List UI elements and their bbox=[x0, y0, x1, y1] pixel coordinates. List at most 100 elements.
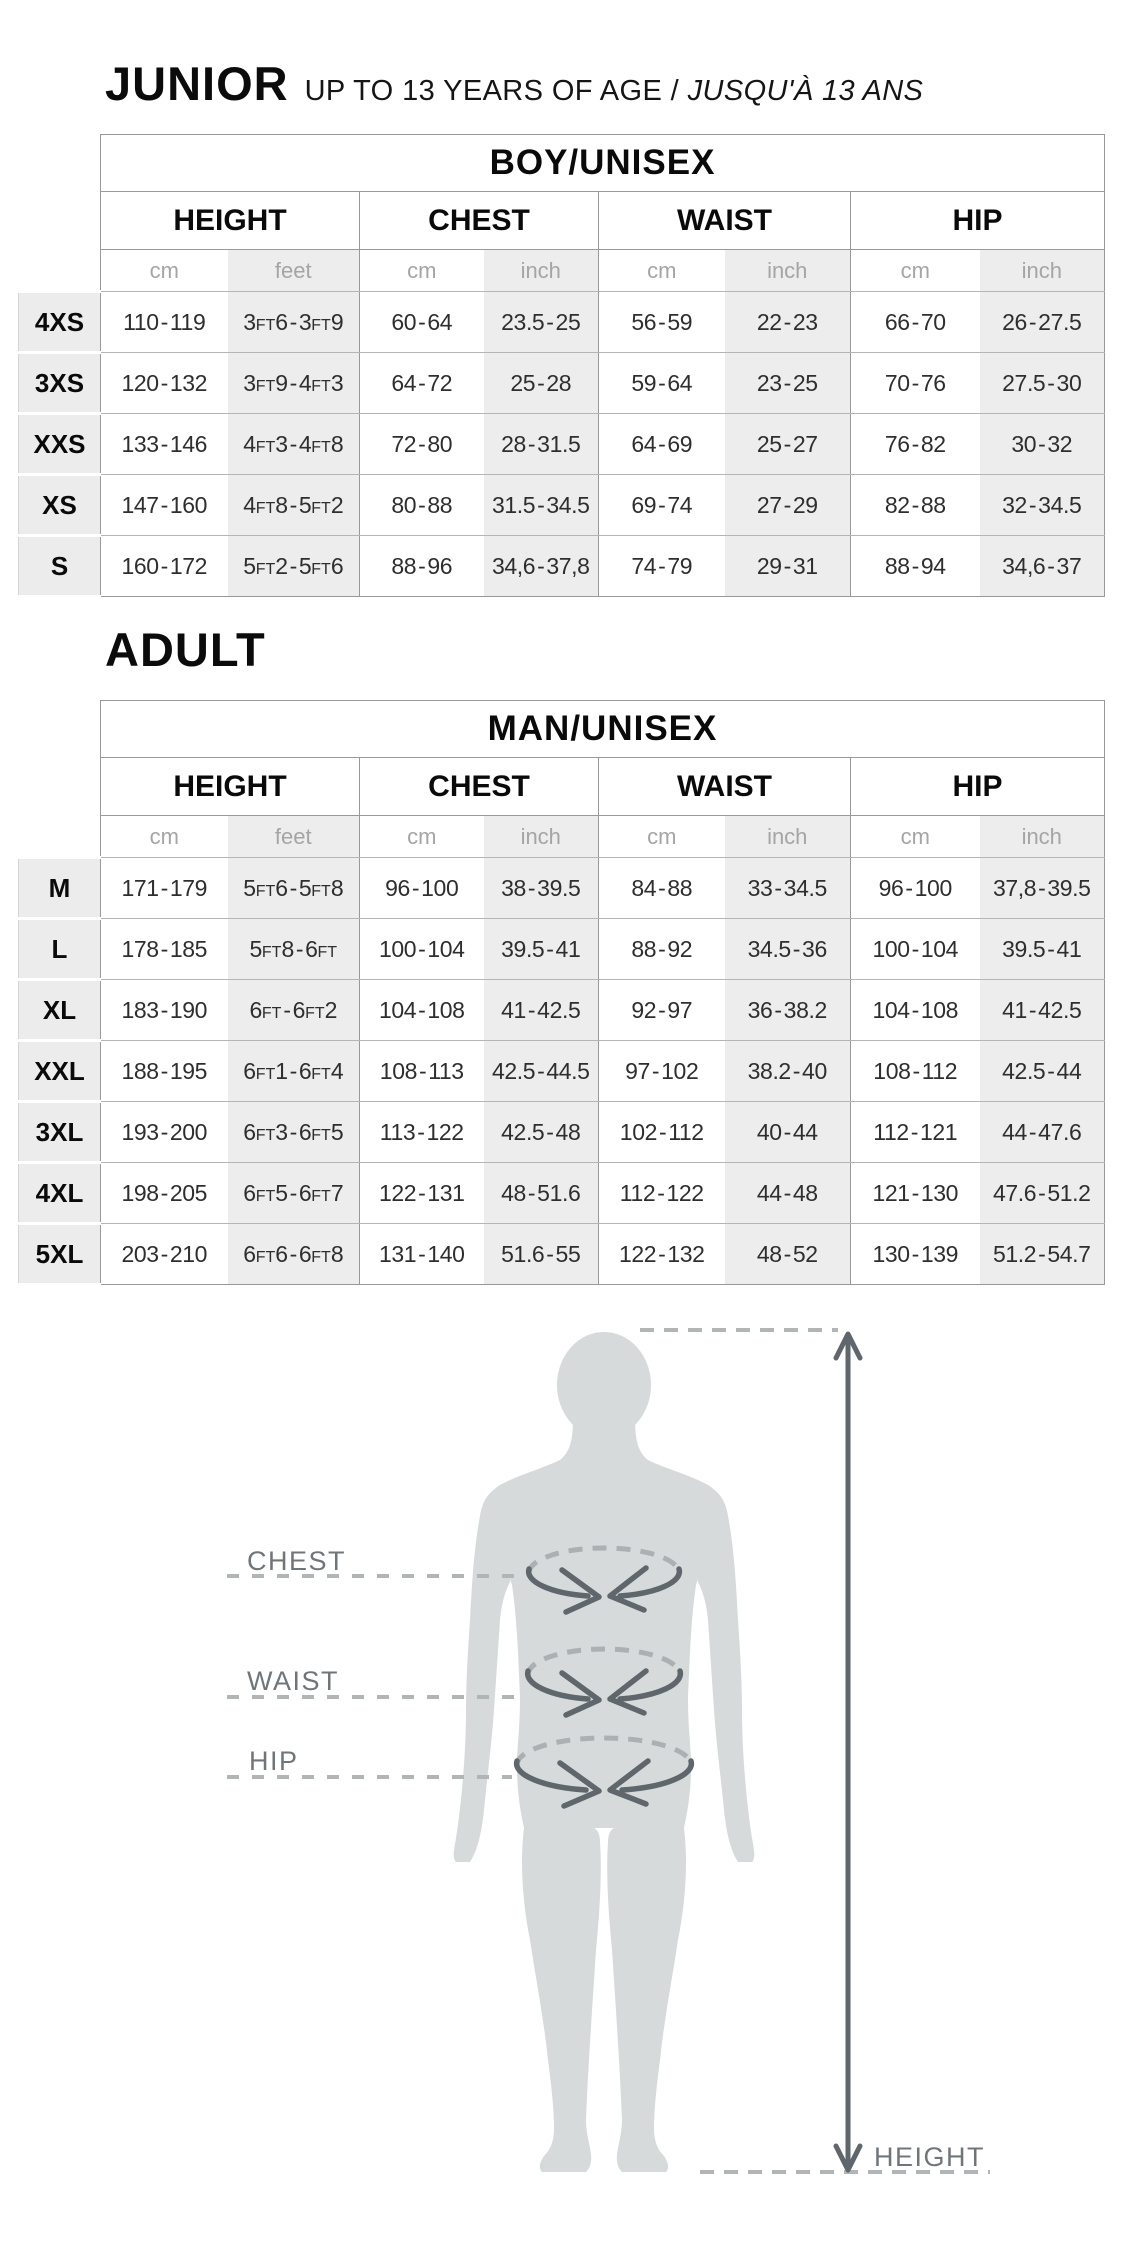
size-label: 4XL bbox=[18, 1161, 101, 1225]
chest-cm-value: 104 - 108 bbox=[359, 979, 484, 1041]
hip-cm-value: 96 - 100 bbox=[850, 857, 980, 919]
junior-size-table: BOY/UNISEX HEIGHT CHEST WAIST HIP cm fee… bbox=[18, 134, 1106, 598]
height-feet-value: 6FT5 - 6FT7 bbox=[227, 1162, 360, 1224]
spacer-cell bbox=[18, 134, 101, 192]
waist-cm-value: 112 - 122 bbox=[598, 1162, 725, 1224]
waist-cm-value: 88 - 92 bbox=[598, 918, 725, 980]
junior-subtitle-en: UP TO 13 YEARS OF AGE / bbox=[304, 75, 680, 107]
unit-chest-inch: inch bbox=[483, 815, 599, 858]
col-header-height: HEIGHT bbox=[100, 757, 360, 816]
waist-inch-value: 33 - 34.5 bbox=[724, 857, 851, 919]
chest-cm-value: 113 - 122 bbox=[359, 1101, 484, 1163]
height-feet-value: 5FT2 - 5FT6 bbox=[227, 535, 360, 597]
col-header-chest: CHEST bbox=[359, 757, 599, 816]
hip-inch-value: 51.2 - 54.7 bbox=[979, 1223, 1105, 1285]
table-row: 4XS 110 - 119 3FT6 - 3FT9 60 - 64 23.5 -… bbox=[18, 290, 1106, 354]
size-label: XS bbox=[18, 473, 101, 537]
hip-inch-value: 47.6 - 51.2 bbox=[979, 1162, 1105, 1224]
unit-chest-cm: cm bbox=[359, 815, 484, 858]
chest-inch-value: 38 - 39.5 bbox=[483, 857, 599, 919]
adult-section-title: ADULT bbox=[105, 626, 266, 673]
junior-subtitle: UP TO 13 YEARS OF AGE / JUSQU'À 13 ANS bbox=[305, 75, 924, 108]
hip-cm-value: 104 - 108 bbox=[850, 979, 980, 1041]
waist-inch-value: 25 - 27 bbox=[724, 413, 851, 475]
unit-height-feet: feet bbox=[227, 249, 360, 292]
chest-cm-value: 122 - 131 bbox=[359, 1162, 484, 1224]
chest-inch-value: 28 - 31.5 bbox=[483, 413, 599, 475]
chest-inch-value: 23.5 - 25 bbox=[483, 291, 599, 353]
unit-chest-cm: cm bbox=[359, 249, 484, 292]
unit-hip-cm: cm bbox=[850, 815, 980, 858]
hip-inch-value: 37,8 - 39.5 bbox=[979, 857, 1105, 919]
height-cm-value: 133 - 146 bbox=[100, 413, 228, 475]
hip-inch-value: 41 - 42.5 bbox=[979, 979, 1105, 1041]
waist-cm-value: 97 - 102 bbox=[598, 1040, 725, 1102]
height-label: HEIGHT bbox=[874, 2142, 985, 2172]
size-label: S bbox=[18, 534, 101, 598]
column-header-row: HEIGHT CHEST WAIST HIP bbox=[18, 757, 1105, 816]
unit-row: cm feet cm inch cm inch cm inch bbox=[18, 249, 1106, 292]
unit-hip-inch: inch bbox=[979, 815, 1105, 858]
waist-inch-value: 29 - 31 bbox=[724, 535, 851, 597]
chest-cm-value: 72 - 80 bbox=[359, 413, 484, 475]
unit-hip-inch: inch bbox=[979, 249, 1106, 292]
height-cm-value: 160 - 172 bbox=[100, 535, 228, 597]
hip-cm-value: 66 - 70 bbox=[850, 291, 980, 353]
table-row: XXS 133 - 146 4FT3 - 4FT8 72 - 80 28 - 3… bbox=[18, 412, 1106, 476]
table-row: M 171 - 179 5FT6 - 5FT8 96 - 100 38 - 39… bbox=[18, 856, 1105, 920]
spacer-cell bbox=[18, 700, 101, 758]
waist-measure-ellipse bbox=[524, 1646, 684, 1718]
unit-waist-cm: cm bbox=[598, 815, 725, 858]
size-label: 3XS bbox=[18, 351, 101, 415]
height-cm-value: 147 - 160 bbox=[100, 474, 228, 536]
size-label: L bbox=[18, 917, 101, 981]
height-feet-value: 3FT9 - 4FT3 bbox=[227, 352, 360, 414]
waist-inch-value: 44 - 48 bbox=[724, 1162, 851, 1224]
waist-inch-value: 36 - 38.2 bbox=[724, 979, 851, 1041]
waist-cm-value: 92 - 97 bbox=[598, 979, 725, 1041]
size-label: XXL bbox=[18, 1039, 101, 1103]
table-row: 3XS 120 - 132 3FT9 - 4FT3 64 - 72 25 - 2… bbox=[18, 351, 1106, 415]
height-cm-value: 120 - 132 bbox=[100, 352, 228, 414]
junior-table-banner: BOY/UNISEX bbox=[100, 134, 1106, 192]
unit-waist-inch: inch bbox=[724, 815, 851, 858]
hip-inch-value: 44 - 47.6 bbox=[979, 1101, 1105, 1163]
unit-waist-cm: cm bbox=[598, 249, 725, 292]
height-cm-value: 198 - 205 bbox=[100, 1162, 228, 1224]
size-label: 4XS bbox=[18, 290, 101, 354]
hip-cm-value: 121 - 130 bbox=[850, 1162, 980, 1224]
hip-inch-value: 39.5 - 41 bbox=[979, 918, 1105, 980]
banner-row: BOY/UNISEX bbox=[18, 134, 1106, 192]
waist-cm-value: 69 - 74 bbox=[598, 474, 725, 536]
height-feet-value: 6FT1 - 6FT4 bbox=[227, 1040, 360, 1102]
unit-hip-cm: cm bbox=[850, 249, 980, 292]
spacer-cell bbox=[18, 757, 101, 816]
junior-subtitle-fr: JUSQU'À 13 ANS bbox=[687, 75, 924, 107]
chest-inch-value: 48 - 51.6 bbox=[483, 1162, 599, 1224]
table-row: L 178 - 185 5FT8 - 6FT 100 - 104 39.5 - … bbox=[18, 917, 1105, 981]
height-cm-value: 110 - 119 bbox=[100, 291, 228, 353]
waist-inch-value: 38.2 - 40 bbox=[724, 1040, 851, 1102]
unit-waist-inch: inch bbox=[724, 249, 851, 292]
junior-section-title: JUNIOR UP TO 13 YEARS OF AGE / JUSQU'À 1… bbox=[105, 60, 923, 108]
height-feet-value: 4FT3 - 4FT8 bbox=[227, 413, 360, 475]
chest-inch-value: 34,6 - 37,8 bbox=[483, 535, 599, 597]
adult-size-table: MAN/UNISEX HEIGHT CHEST WAIST HIP cm fee… bbox=[18, 700, 1105, 1286]
hip-cm-value: 112 - 121 bbox=[850, 1101, 980, 1163]
table-row: XXL 188 - 195 6FT1 - 6FT4 108 - 113 42.5… bbox=[18, 1039, 1105, 1103]
height-feet-value: 6FT - 6FT2 bbox=[227, 979, 360, 1041]
hip-cm-value: 76 - 82 bbox=[850, 413, 980, 475]
waist-label: WAIST bbox=[247, 1666, 339, 1696]
adult-heading: ADULT bbox=[105, 623, 266, 676]
chest-cm-value: 96 - 100 bbox=[359, 857, 484, 919]
col-header-waist: WAIST bbox=[598, 757, 851, 816]
chest-inch-value: 25 - 28 bbox=[483, 352, 599, 414]
waist-inch-value: 27 - 29 bbox=[724, 474, 851, 536]
hip-cm-value: 82 - 88 bbox=[850, 474, 980, 536]
hip-measure-ellipse bbox=[513, 1735, 695, 1809]
chest-cm-value: 88 - 96 bbox=[359, 535, 484, 597]
chest-inch-value: 41 - 42.5 bbox=[483, 979, 599, 1041]
size-label: 3XL bbox=[18, 1100, 101, 1164]
col-header-height: HEIGHT bbox=[100, 191, 360, 250]
